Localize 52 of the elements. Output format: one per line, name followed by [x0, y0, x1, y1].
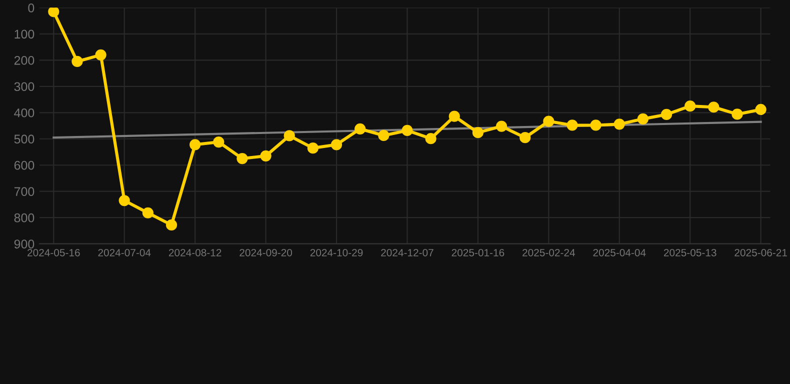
y-tick-label: 600 [14, 160, 34, 170]
point [213, 136, 224, 148]
point [708, 102, 720, 113]
point [520, 132, 531, 144]
point [496, 120, 508, 132]
y-tick-label: 500 [14, 134, 34, 144]
point [637, 113, 649, 124]
point [330, 139, 342, 150]
point [260, 150, 272, 162]
x-tick-label: 2024-09-20 [240, 248, 292, 256]
point [448, 110, 460, 122]
y-tick-label: 300 [14, 82, 34, 92]
x-tick-label: 2025-02-24 [522, 248, 576, 256]
point [118, 194, 130, 206]
point [566, 120, 578, 131]
point [590, 120, 602, 131]
x-tick-label: 2024-12-07 [381, 248, 434, 256]
point [684, 100, 696, 112]
point [614, 118, 625, 130]
x-tick-label: 2024-07-04 [98, 248, 151, 256]
x-tick-label: 2025-01-16 [452, 248, 504, 256]
point [472, 127, 484, 138]
y-tick-label: 900 [14, 240, 34, 248]
point [425, 133, 436, 144]
x-tick-label: 2025-04-04 [593, 248, 646, 256]
x-tick-label: 2025-05-13 [664, 248, 716, 256]
x-tick-label: 2024-10-29 [310, 248, 363, 256]
y-tick-label: 100 [14, 30, 34, 39]
point [236, 153, 248, 164]
x-tick-label: 2024-08-12 [168, 248, 222, 256]
y-tick-label: 700 [14, 187, 34, 196]
point [72, 56, 83, 68]
point [354, 123, 366, 134]
point [543, 116, 554, 127]
point [755, 104, 766, 116]
point [166, 219, 178, 231]
point [402, 124, 413, 136]
point [142, 207, 154, 218]
y-tick-label: 400 [14, 108, 34, 118]
point [48, 8, 60, 18]
y-tick-label: 800 [14, 213, 34, 222]
point [307, 142, 318, 154]
point [284, 130, 295, 142]
x-tick-label: 2025-06-21 [734, 248, 787, 256]
point [378, 130, 390, 142]
y-tick-label: 200 [14, 56, 34, 65]
point [732, 108, 743, 120]
y-tick-label: 0 [28, 3, 34, 12]
point [95, 49, 106, 60]
x-tick-label: 2024-05-16 [28, 248, 80, 256]
point [660, 108, 672, 120]
point [190, 139, 201, 150]
